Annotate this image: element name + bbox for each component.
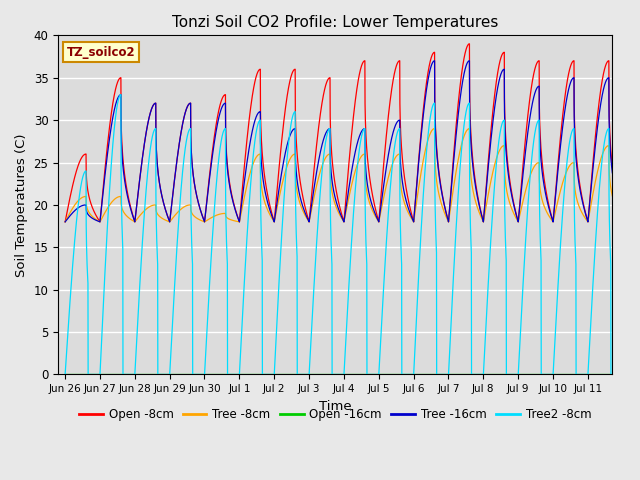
Legend: Open -8cm, Tree -8cm, Open -16cm, Tree -16cm, Tree2 -8cm: Open -8cm, Tree -8cm, Open -16cm, Tree -… xyxy=(74,404,596,426)
Y-axis label: Soil Temperatures (C): Soil Temperatures (C) xyxy=(15,133,28,276)
Text: TZ_soilco2: TZ_soilco2 xyxy=(67,46,135,59)
Title: Tonzi Soil CO2 Profile: Lower Temperatures: Tonzi Soil CO2 Profile: Lower Temperatur… xyxy=(172,15,499,30)
X-axis label: Time: Time xyxy=(319,400,351,413)
